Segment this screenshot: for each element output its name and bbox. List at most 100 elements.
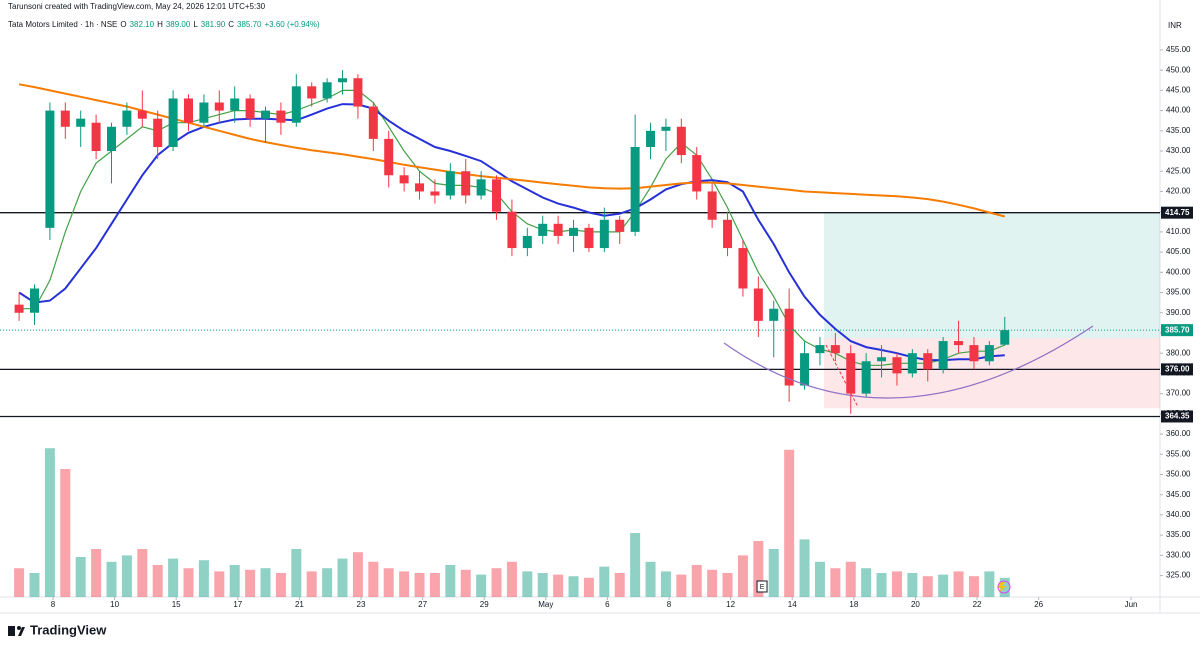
candle-body xyxy=(230,98,240,111)
candle-body xyxy=(753,288,763,321)
y-tick-label: 430.00 xyxy=(1166,146,1191,155)
candle-body xyxy=(846,353,856,394)
x-tick-label: May xyxy=(538,600,553,609)
x-tick-label: 27 xyxy=(418,600,427,609)
volume-bar xyxy=(275,573,286,597)
volume-bar xyxy=(75,557,86,597)
level-label-box xyxy=(1161,410,1193,423)
alert-icon xyxy=(997,580,1011,594)
volume-bar xyxy=(429,573,440,597)
marks: E xyxy=(0,70,1160,597)
volume-bar xyxy=(137,549,148,597)
earnings-marker xyxy=(756,580,768,593)
x-tick-label: 21 xyxy=(295,600,304,609)
volume-bar xyxy=(445,565,456,597)
volume-bar xyxy=(337,558,348,597)
candle-body xyxy=(29,288,39,313)
volume-bar xyxy=(814,561,825,597)
volume-bar xyxy=(506,561,517,597)
y-tick-label: 420.00 xyxy=(1166,187,1191,196)
volume-bar xyxy=(245,569,256,597)
candle-body xyxy=(707,191,717,220)
volume-bar xyxy=(830,568,841,597)
candle-body xyxy=(907,353,917,374)
volume-bar xyxy=(799,539,810,597)
legend-key: L xyxy=(193,20,198,29)
candle-body xyxy=(461,171,471,196)
y-tick-label: 410.00 xyxy=(1166,227,1191,236)
y-tick-label: 425.00 xyxy=(1166,166,1191,175)
x-tick-label: 15 xyxy=(172,600,181,609)
y-tick-label: 325.00 xyxy=(1166,571,1191,580)
candle-body xyxy=(954,341,964,346)
x-tick-label: 22 xyxy=(973,600,982,609)
volume-bar xyxy=(368,561,379,597)
x-tick-label: 6 xyxy=(605,600,610,609)
volume-bar xyxy=(522,571,533,597)
legend: Tata Motors Limited · 1h · NSE O 382.10 H 38… xyxy=(8,20,323,29)
currency: INR xyxy=(1168,21,1182,30)
earnings-label: E xyxy=(760,584,765,591)
volume-bar xyxy=(938,574,949,597)
volume-bar xyxy=(784,449,795,597)
volume-bar xyxy=(583,577,594,597)
logo-mark xyxy=(8,626,15,636)
volume-bar xyxy=(768,549,779,597)
alert-icon xyxy=(998,582,1006,593)
legend-value: 381.90 xyxy=(200,20,226,29)
candle-body xyxy=(291,86,301,123)
y-tick-label: 395.00 xyxy=(1166,288,1191,297)
candle-body xyxy=(569,227,579,236)
y-tick-label: 405.00 xyxy=(1166,247,1191,256)
candle-body xyxy=(969,345,979,362)
volume-bar xyxy=(691,565,702,597)
y-tick-label: 380.00 xyxy=(1166,348,1191,357)
x-tick-label: 18 xyxy=(849,600,858,609)
volume-bar xyxy=(676,574,687,597)
candle-body xyxy=(984,345,994,362)
volume-bar xyxy=(876,573,887,597)
candle-body xyxy=(415,183,425,192)
volume-bar xyxy=(707,569,718,597)
attribution: Tarunsoni created with TradingView.com, … xyxy=(8,2,266,11)
last-price-box xyxy=(1161,324,1193,337)
candle-body xyxy=(60,110,70,127)
candle-body xyxy=(168,98,178,147)
moving-average xyxy=(18,83,1006,218)
candle-body xyxy=(384,138,394,176)
volume-bar xyxy=(984,571,995,597)
level-label-box xyxy=(1161,363,1193,376)
volume-bar xyxy=(476,574,487,597)
candle-body xyxy=(584,227,594,249)
volume-bar xyxy=(630,533,641,597)
volume-bar xyxy=(568,576,579,597)
volume-bar xyxy=(44,448,55,597)
y-tick-label: 390.00 xyxy=(1166,308,1191,317)
volume-bar xyxy=(737,555,748,597)
volume-bar xyxy=(291,549,302,597)
candle-body xyxy=(307,86,317,99)
y-tick-label: 330.00 xyxy=(1166,550,1191,559)
candle-body xyxy=(107,126,117,152)
candle-body xyxy=(353,78,363,107)
candle-body xyxy=(553,223,563,236)
candle-body xyxy=(476,179,486,196)
last-price-label: 385.70 xyxy=(1165,325,1190,334)
volume-bar xyxy=(306,571,317,597)
x-tick-label: Jun xyxy=(1125,600,1138,609)
moving-average xyxy=(18,103,1005,362)
volume-bar xyxy=(922,576,933,597)
candle-body xyxy=(507,211,517,249)
legend-symbol: Tata Motors Limited · 1h · NSE xyxy=(8,20,118,29)
volume-bar xyxy=(14,568,25,597)
x-tick-label: 8 xyxy=(51,600,56,609)
candle-body xyxy=(738,248,748,289)
volume-bar xyxy=(614,573,625,597)
volume-bar xyxy=(907,573,918,597)
volume-bar xyxy=(953,571,964,597)
candle-body xyxy=(599,219,609,249)
brand: TradingView xyxy=(30,622,107,637)
candle-body xyxy=(76,118,86,127)
candle-body xyxy=(14,304,24,313)
